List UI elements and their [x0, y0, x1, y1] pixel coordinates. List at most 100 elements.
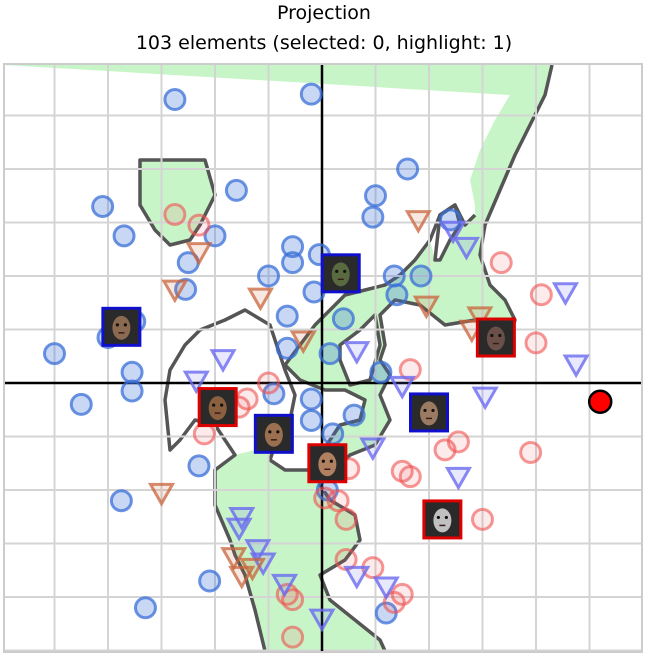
face-eye: [423, 408, 427, 413]
point-blue-circle: [396, 157, 420, 181]
point-blue-triangle: [343, 565, 371, 590]
point-blue-triangle: [372, 576, 400, 601]
point-highlighted: [587, 389, 613, 414]
point-red-circle: [281, 588, 305, 612]
point-blue-triangle: [444, 466, 473, 491]
point-red-circle: [529, 283, 553, 307]
point-brown-triangle: [238, 557, 267, 582]
point-brown-triangle: [161, 279, 189, 304]
point-blue-circle: [43, 342, 66, 366]
point-blue-circle: [91, 194, 115, 218]
point-blue-circle: [275, 304, 299, 328]
point-blue-circle: [203, 224, 227, 248]
decision-region: [5, 65, 552, 651]
point-blue-circle: [385, 283, 409, 307]
face-icon: [208, 396, 227, 421]
point-red-circle: [334, 507, 358, 531]
face-eye: [490, 333, 494, 338]
point-blue-circle: [174, 277, 198, 301]
point-red-circle: [281, 625, 305, 649]
point-blue-circle: [224, 178, 248, 202]
face-eye: [115, 323, 119, 327]
point-red-circle: [163, 202, 187, 226]
point-blue-triangle: [209, 349, 237, 373]
point-red-circle: [382, 590, 406, 614]
point-blue-circle: [109, 489, 133, 513]
point-blue-circle: [275, 336, 299, 360]
point-blue-circle: [361, 205, 385, 229]
point-blue-circle: [69, 392, 93, 416]
face-eye: [498, 333, 502, 338]
face-eye: [123, 323, 127, 327]
face-icon: [420, 401, 438, 426]
face-icon: [112, 315, 131, 340]
point-red-circle: [187, 213, 211, 237]
chart-subtitle: 103 elements (selected: 0, highlight: 1): [135, 32, 513, 54]
point-blue-circle: [364, 184, 387, 208]
point-brown-triangle: [412, 295, 440, 320]
face-icon: [486, 326, 505, 351]
point-blue-triangle: [471, 386, 499, 411]
point-brown-triangle: [185, 242, 213, 266]
face-eye: [335, 269, 339, 273]
chart-title: Projection: [277, 2, 371, 24]
point-blue-circle: [342, 403, 366, 427]
point-blue-circle: [163, 87, 187, 111]
boundary-line: [163, 203, 477, 651]
face-eye: [212, 403, 216, 407]
point-red-circle: [433, 438, 457, 462]
point-brown-triangle: [289, 330, 317, 355]
point-blue-circle: [133, 596, 157, 620]
boundary-line: [138, 158, 217, 247]
point-blue-triangle: [551, 282, 580, 307]
point-blue-circle: [281, 235, 305, 259]
point-red-circle: [489, 251, 513, 275]
point-blue-circle: [187, 454, 211, 478]
point-blue-circle: [409, 264, 433, 288]
point-blue-circle: [438, 208, 462, 232]
face-eye: [268, 430, 272, 434]
face-icon: [264, 422, 283, 447]
point-red-circle: [519, 441, 543, 465]
face-eye: [276, 430, 280, 434]
point-blue-triangle: [388, 375, 416, 400]
point-red-circle: [471, 507, 494, 531]
face-icon: [331, 262, 350, 287]
point-brown-triangle: [466, 306, 494, 331]
point-red-circle: [524, 331, 548, 355]
point-brown-triangle: [404, 210, 432, 234]
plot-frame: [3, 63, 643, 653]
face-eye: [436, 515, 440, 520]
face-icon: [433, 508, 452, 533]
point-blue-circle: [120, 360, 144, 384]
point-blue-triangle: [452, 236, 481, 261]
face-eye: [321, 459, 325, 463]
point-blue-circle: [369, 360, 393, 384]
point-blue-triangle: [270, 573, 299, 598]
point-blue-triangle: [225, 517, 253, 542]
point-blue-circle: [318, 342, 342, 366]
face-eye: [329, 459, 333, 463]
point-blue-circle: [198, 569, 222, 593]
face-eye: [444, 515, 448, 520]
point-blue-triangle: [182, 370, 210, 395]
point-blue-circle: [299, 408, 323, 432]
point-blue-circle: [321, 422, 345, 446]
point-red-circle: [313, 486, 337, 510]
point-blue-triangle: [439, 220, 467, 245]
point-red-circle: [398, 465, 422, 489]
point-blue-circle: [299, 387, 323, 411]
point-blue-triangle: [562, 354, 590, 379]
point-blue-circle: [299, 82, 323, 106]
face-icon: [318, 452, 337, 477]
point-blue-triangle: [244, 539, 272, 563]
point-blue-triangle: [359, 437, 387, 462]
point-blue-triangle: [343, 341, 371, 365]
point-blue-circle: [262, 382, 286, 406]
face-eye: [220, 403, 224, 407]
point-blue-circle: [281, 251, 305, 275]
point-blue-circle: [112, 224, 136, 248]
point-blue-circle: [382, 264, 406, 288]
point-blue-triangle: [308, 608, 336, 633]
